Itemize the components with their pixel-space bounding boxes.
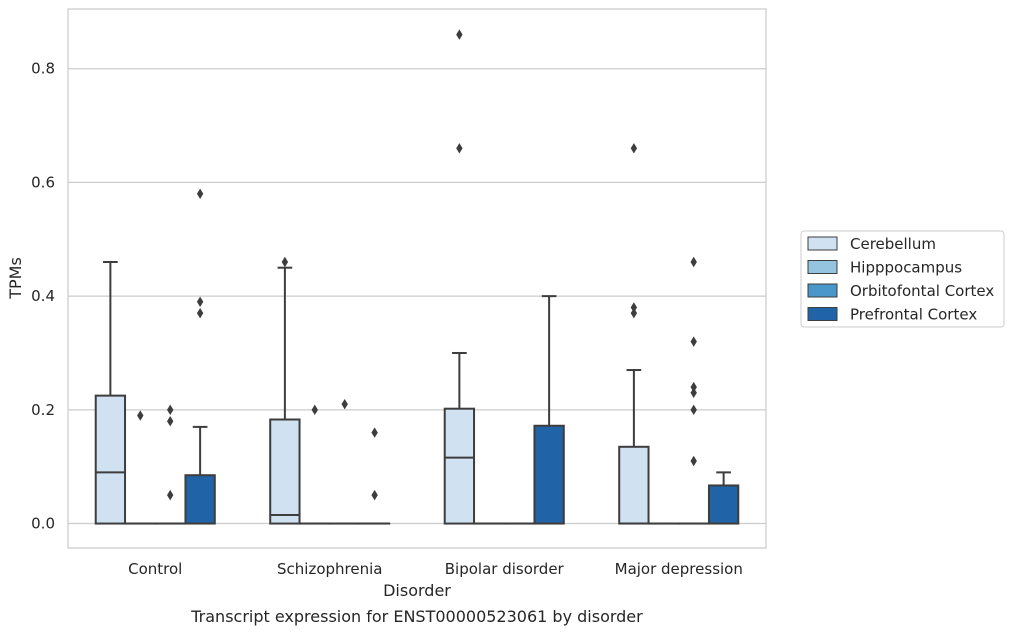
outlier-point — [691, 405, 697, 415]
outlier-point — [197, 308, 203, 318]
box-group — [126, 410, 155, 523]
legend-label: Orbitofontal Cortex — [850, 282, 994, 300]
outlier-point — [371, 427, 377, 437]
legend-swatch — [808, 261, 837, 274]
box-group — [330, 399, 359, 524]
x-tick-label: Schizophrenia — [277, 560, 382, 578]
outlier-point — [371, 490, 377, 500]
y-tick-label: 0.8 — [31, 60, 55, 78]
outlier-point — [167, 416, 173, 426]
legend-label: Hipppocampus — [850, 259, 962, 277]
x-tick-label: Bipolar disorder — [445, 560, 565, 578]
plot-frame — [68, 9, 766, 548]
outlier-point — [691, 336, 697, 346]
box-group — [709, 472, 738, 523]
y-tick-label: 0.6 — [31, 173, 55, 191]
y-tick-label: 0.0 — [31, 515, 55, 533]
figure-caption: Transcript expression for ENST0000052306… — [190, 607, 643, 626]
x-axis-label: Disorder — [383, 581, 451, 600]
outlier-point — [197, 297, 203, 307]
outlier-point — [312, 405, 318, 415]
box-group — [156, 405, 185, 524]
outlier-point — [691, 382, 697, 392]
box-body — [534, 426, 563, 524]
box-body — [619, 447, 648, 524]
y-tick-label: 0.2 — [31, 401, 55, 419]
x-tick-label: Major depression — [615, 560, 743, 578]
box-group — [270, 257, 299, 524]
legend-label: Cerebellum — [850, 235, 936, 253]
box-series — [96, 29, 739, 523]
box-group — [96, 262, 125, 524]
box-body — [96, 396, 125, 524]
legend-swatch — [808, 284, 837, 297]
x-tick-label: Control — [128, 560, 182, 578]
box-body — [709, 485, 738, 523]
outlier-point — [197, 189, 203, 199]
box-group — [619, 143, 648, 523]
outlier-point — [167, 405, 173, 415]
gridlines — [68, 69, 766, 524]
x-tick-labels: Control Schizophrenia Bipolar disorder Majo… — [128, 560, 743, 578]
outlier-point — [691, 257, 697, 267]
outlier-point — [342, 399, 348, 409]
legend-swatch — [808, 237, 837, 250]
box-group — [360, 427, 389, 523]
y-axis-label: TPMs — [6, 257, 25, 300]
legend: Cerebellum Hipppocampus Orbitofontal Corte… — [801, 231, 1004, 327]
outlier-point — [456, 29, 462, 39]
outlier-point — [631, 302, 637, 312]
box-body — [445, 409, 474, 524]
box-group — [185, 189, 214, 524]
y-tick-label: 0.4 — [31, 287, 55, 305]
box-body — [270, 420, 299, 524]
y-tick-labels: 0.0 0.2 0.4 0.6 0.8 — [31, 60, 55, 533]
outlier-point — [691, 456, 697, 466]
outlier-point — [282, 257, 288, 267]
outlier-point — [631, 143, 637, 153]
box-body — [185, 475, 214, 523]
legend-label: Prefrontal Cortex — [850, 306, 977, 324]
outlier-point — [137, 410, 143, 420]
box-group — [300, 405, 329, 524]
box-group — [445, 29, 474, 523]
box-group — [679, 257, 708, 524]
legend-swatch — [808, 308, 837, 321]
outlier-point — [167, 490, 173, 500]
outlier-point — [456, 143, 462, 153]
